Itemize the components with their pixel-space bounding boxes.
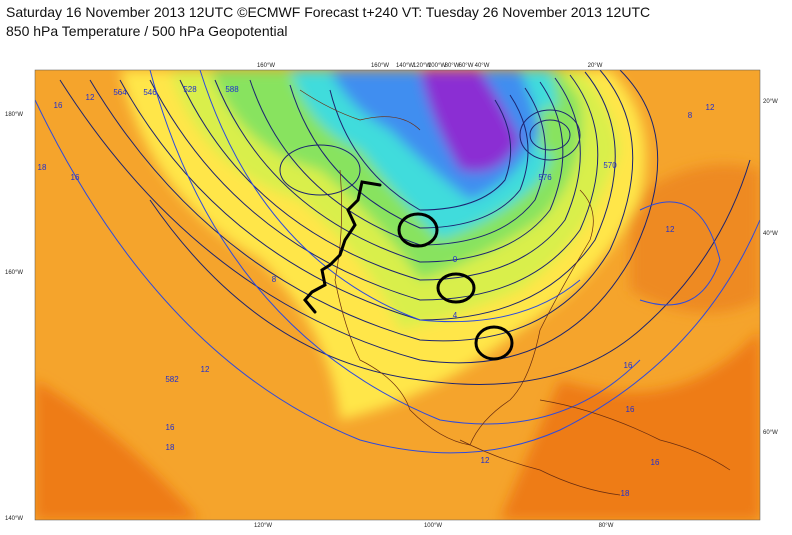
contour-label: 18 xyxy=(38,163,47,172)
contour-label: 12 xyxy=(86,93,95,102)
graticule-label: 120°W xyxy=(254,523,272,529)
graticule-label: 140°W xyxy=(5,516,23,522)
title: Saturday 16 November 2013 12UTC ©ECMWF F… xyxy=(6,4,651,20)
contour-label: 582 xyxy=(165,375,179,384)
contour-label: 576 xyxy=(538,173,552,182)
graticule-label: 180°W xyxy=(5,112,23,118)
graticule-label: 120°W xyxy=(413,63,431,69)
contour-label: 8 xyxy=(272,275,277,284)
contour-label: 570 xyxy=(603,161,617,170)
graticule-label: 40°W xyxy=(763,231,778,237)
graticule-label: 20°W xyxy=(588,63,603,69)
graticule-label: 140°W xyxy=(396,63,414,69)
geopotential-contours xyxy=(59,70,751,385)
graticule-label: 100°W xyxy=(428,63,446,69)
map-frame xyxy=(34,69,761,521)
map-field xyxy=(35,70,760,520)
coastlines xyxy=(299,89,731,496)
graticule-label: 60°W xyxy=(459,63,474,69)
contour-label: 18 xyxy=(166,443,175,452)
contour-label: 16 xyxy=(54,101,63,110)
contour-label: 16 xyxy=(651,458,660,467)
contour-label: 16 xyxy=(71,173,80,182)
contour-label: 12 xyxy=(706,103,715,112)
graticule-label: 60°W xyxy=(763,430,778,436)
contour-label: 4 xyxy=(453,311,458,320)
contour-label: 16 xyxy=(626,405,635,414)
graticule-label: 80°W xyxy=(445,63,460,69)
graticule-label: 80°W xyxy=(599,523,614,529)
graticule-label: 20°W xyxy=(763,99,778,105)
graticule-label: 40°W xyxy=(475,63,490,69)
contour-label: 16 xyxy=(166,423,175,432)
contour-label: 564 xyxy=(113,88,127,97)
graticule-label: 100°W xyxy=(424,523,442,529)
contour-label: 12 xyxy=(666,225,675,234)
contour-label: 8 xyxy=(688,111,693,120)
graticule-label: 160°W xyxy=(5,270,23,276)
contour-label: 588 xyxy=(225,85,239,94)
contour-label: 18 xyxy=(621,489,630,498)
graticule-label: 160°W xyxy=(257,63,275,69)
subtitle: 850 hPa Temperature / 500 hPa Geopotenti… xyxy=(6,23,288,39)
annotations xyxy=(303,180,514,361)
contour-label: 16 xyxy=(624,361,633,370)
contour-label: 546 xyxy=(143,88,157,97)
graticule-label: 160°W xyxy=(371,63,389,69)
contour-label: 528 xyxy=(183,85,197,94)
contour-label: 12 xyxy=(481,456,490,465)
contour-label: 0 xyxy=(453,255,458,264)
contour-label: 12 xyxy=(201,365,210,374)
